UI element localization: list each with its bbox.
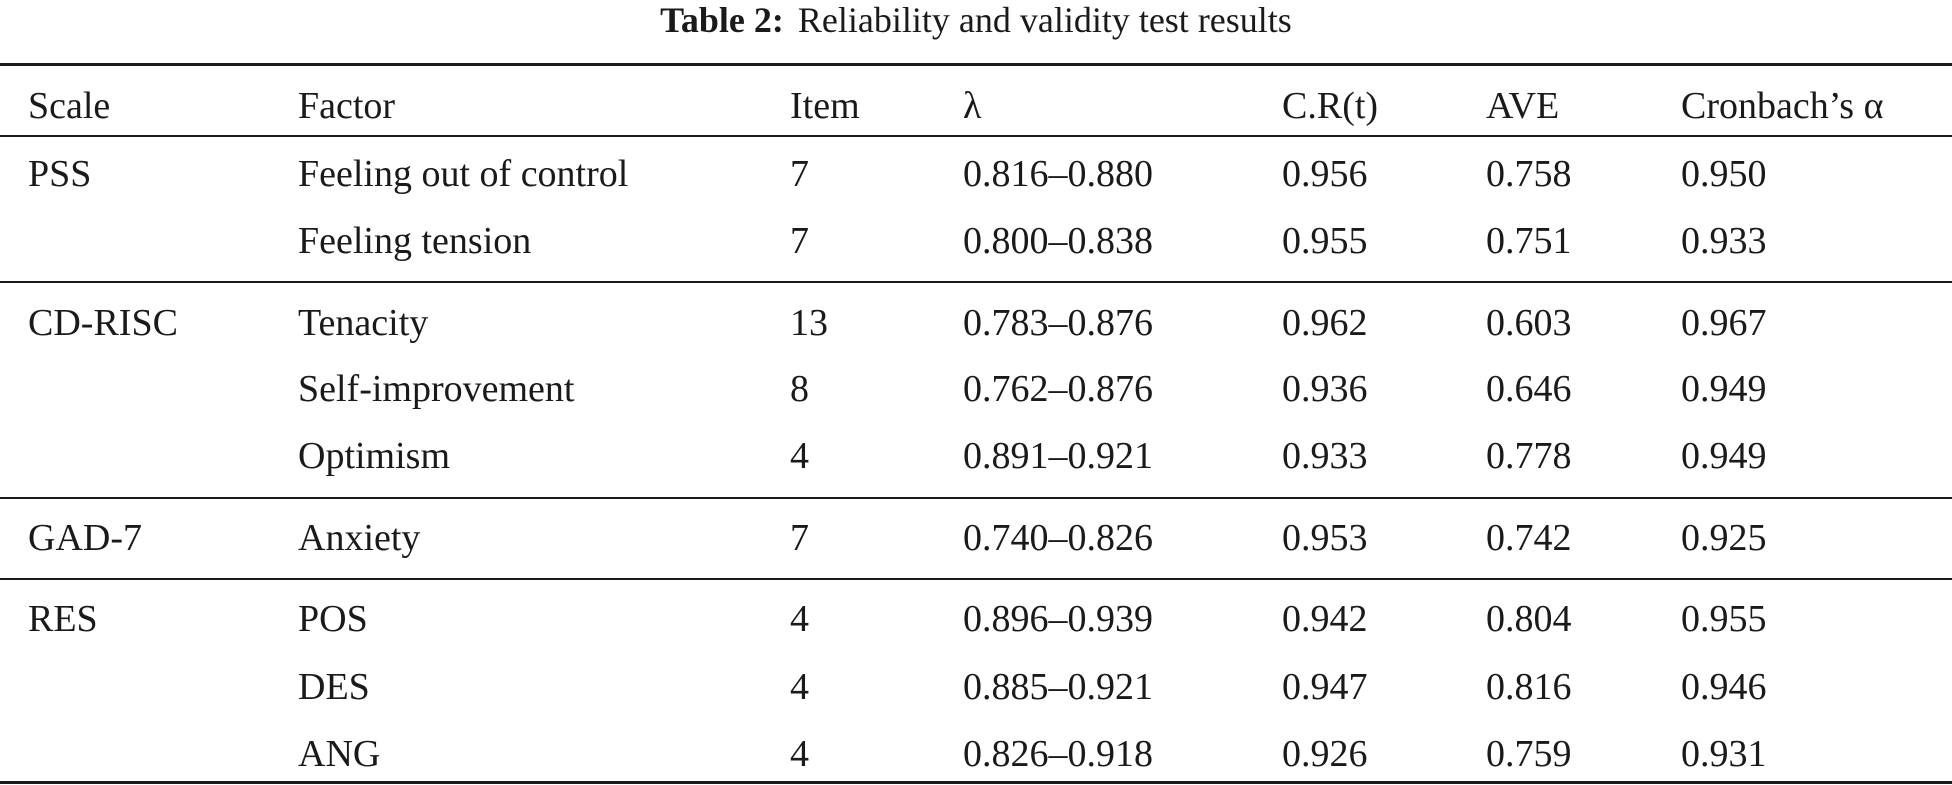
cell-ave: 0.804 (1486, 598, 1572, 640)
cell-lambda: 0.740–0.826 (963, 517, 1153, 559)
cell-scale: PSS (28, 153, 92, 195)
cell-ave: 0.646 (1486, 368, 1572, 410)
table-caption: Table 2: Reliability and validity test re… (0, 0, 1952, 40)
cell-alpha: 0.967 (1681, 302, 1767, 344)
cell-alpha: 0.950 (1681, 153, 1767, 195)
cell-ave: 0.778 (1486, 435, 1572, 477)
header-alpha: Cronbach’s α (1681, 85, 1884, 127)
cell-lambda: 0.826–0.918 (963, 733, 1153, 775)
top-rule (0, 63, 1952, 66)
cell-factor: Feeling out of control (298, 153, 629, 195)
header-item: Item (790, 85, 860, 127)
caption-label: Table 2: (660, 0, 784, 40)
cell-cr: 0.953 (1282, 517, 1368, 559)
cell-item: 7 (790, 220, 809, 262)
cell-ave: 0.816 (1486, 666, 1572, 708)
cell-lambda: 0.896–0.939 (963, 598, 1153, 640)
cell-item: 4 (790, 435, 809, 477)
cell-ave: 0.758 (1486, 153, 1572, 195)
cell-item: 7 (790, 517, 809, 559)
cell-factor: DES (298, 666, 370, 708)
cell-factor: Tenacity (298, 302, 429, 344)
cell-factor: ANG (298, 733, 381, 775)
cell-ave: 0.751 (1486, 220, 1572, 262)
cell-item: 4 (790, 598, 809, 640)
cell-lambda: 0.885–0.921 (963, 666, 1153, 708)
cell-cr: 0.926 (1282, 733, 1368, 775)
cell-lambda: 0.816–0.880 (963, 153, 1153, 195)
cell-alpha: 0.955 (1681, 598, 1767, 640)
header-rule (0, 135, 1952, 137)
group-rule (0, 578, 1952, 580)
cell-lambda: 0.891–0.921 (963, 435, 1153, 477)
cell-lambda: 0.762–0.876 (963, 368, 1153, 410)
cell-scale: GAD-7 (28, 517, 142, 559)
cell-alpha: 0.925 (1681, 517, 1767, 559)
group-rule (0, 497, 1952, 499)
cell-item: 8 (790, 368, 809, 410)
cell-ave: 0.759 (1486, 733, 1572, 775)
cell-cr: 0.955 (1282, 220, 1368, 262)
cell-factor: Feeling tension (298, 220, 532, 262)
cell-factor: Optimism (298, 435, 451, 477)
cell-cr: 0.962 (1282, 302, 1368, 344)
header-factor: Factor (298, 85, 396, 127)
cell-factor: Anxiety (298, 517, 421, 559)
cell-lambda: 0.783–0.876 (963, 302, 1153, 344)
cell-scale: RES (28, 598, 98, 640)
cell-alpha: 0.949 (1681, 435, 1767, 477)
cell-alpha: 0.946 (1681, 666, 1767, 708)
caption-text: Reliability and validity test results (797, 0, 1292, 40)
cell-cr: 0.933 (1282, 435, 1368, 477)
header-ave: AVE (1486, 85, 1560, 127)
cell-cr: 0.942 (1282, 598, 1368, 640)
cell-item: 7 (790, 153, 809, 195)
cell-lambda: 0.800–0.838 (963, 220, 1153, 262)
header-scale: Scale (28, 85, 111, 127)
header-lambda: λ (963, 85, 982, 127)
cell-cr: 0.947 (1282, 666, 1368, 708)
cell-scale: CD-RISC (28, 302, 178, 344)
cell-factor: Self-improvement (298, 368, 575, 410)
cell-factor: POS (298, 598, 368, 640)
cell-cr: 0.936 (1282, 368, 1368, 410)
cell-alpha: 0.933 (1681, 220, 1767, 262)
bottom-rule (0, 781, 1952, 784)
cell-ave: 0.742 (1486, 517, 1572, 559)
cell-alpha: 0.949 (1681, 368, 1767, 410)
cell-item: 4 (790, 733, 809, 775)
cell-ave: 0.603 (1486, 302, 1572, 344)
cell-item: 4 (790, 666, 809, 708)
cell-item: 13 (790, 302, 828, 344)
group-rule (0, 281, 1952, 283)
cell-cr: 0.956 (1282, 153, 1368, 195)
header-cr: C.R(t) (1282, 85, 1379, 127)
cell-alpha: 0.931 (1681, 733, 1767, 775)
